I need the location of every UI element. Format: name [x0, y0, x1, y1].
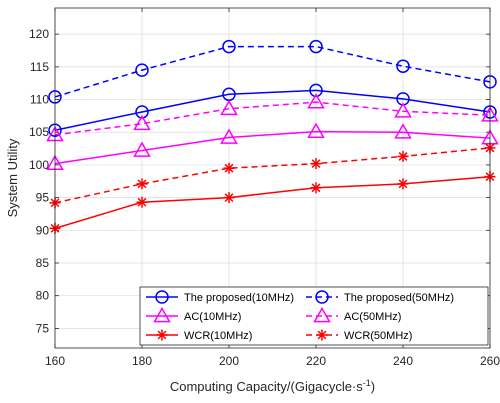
legend-label: The proposed(50MHz)	[344, 292, 454, 304]
y-tick-label: 100	[29, 158, 49, 172]
star-marker-stroke	[137, 179, 147, 189]
plot-frame	[54, 7, 491, 349]
circle-marker	[309, 83, 323, 98]
x-axis-label-superscript: -1	[363, 378, 371, 388]
circle-marker	[309, 39, 323, 54]
series-line	[54, 175, 491, 230]
legend-label: The proposed(10MHz)	[184, 292, 294, 304]
legend-label: WCR(50MHz)	[344, 330, 412, 342]
x-axis-label-suffix: )	[371, 379, 375, 394]
circle-marker	[396, 59, 410, 73]
legend-box	[139, 286, 489, 346]
y-axis-label: System Utility	[5, 138, 20, 217]
y-tick-label: 85	[36, 256, 50, 270]
circle-marker	[315, 290, 329, 304]
legend-item: AC(10MHz)	[146, 306, 241, 323]
x-tick-label: 260	[480, 354, 500, 368]
x-axis-label: Computing Capacity/(Gigacycle·s-1)	[170, 378, 375, 394]
star-marker	[310, 182, 322, 194]
triangle-marker	[313, 306, 331, 323]
star-marker	[136, 196, 148, 208]
star-marker-stroke	[311, 159, 321, 169]
legend-label: WCR(10MHz)	[184, 330, 252, 342]
star-marker-stroke	[157, 330, 167, 340]
star-marker	[397, 178, 409, 190]
circle-marker	[135, 105, 149, 119]
series-2	[46, 122, 499, 170]
x-tick-label: 160	[45, 354, 65, 368]
star-marker-stroke	[224, 163, 234, 173]
legend-item: The proposed(10MHz)	[146, 290, 294, 304]
triangle-marker	[307, 93, 325, 109]
legend-item: WCR(10MHz)	[146, 329, 252, 342]
star-marker-stroke	[224, 193, 234, 203]
legend-label: AC(10MHz)	[184, 311, 241, 323]
triangle-marker	[153, 306, 171, 323]
star-marker	[310, 158, 322, 170]
star-marker	[156, 329, 168, 341]
triangle-marker	[220, 128, 238, 144]
y-tick-label: 120	[29, 27, 49, 41]
legend-item: AC(50MHz)	[306, 306, 401, 323]
series-line	[54, 89, 491, 132]
legend-label: AC(50MHz)	[344, 311, 401, 323]
y-tick-label: 105	[29, 125, 49, 139]
triangle-marker	[133, 141, 151, 157]
triangle-marker	[220, 99, 238, 116]
series-0	[48, 83, 497, 138]
triangle-marker	[307, 122, 325, 138]
y-tick-label: 115	[30, 60, 49, 74]
circle-marker	[222, 39, 236, 54]
star-marker	[223, 192, 235, 204]
star-marker	[223, 162, 235, 174]
x-tick-label: 220	[306, 354, 326, 368]
legend-item: The proposed(50MHz)	[306, 290, 454, 304]
x-tick-label: 240	[393, 354, 413, 368]
series-line	[54, 101, 491, 136]
grid-lines	[54, 8, 491, 348]
y-tick-label: 90	[36, 223, 50, 237]
y-tick-label: 95	[36, 191, 50, 205]
circle-marker	[155, 290, 169, 304]
y-tick-label: 110	[30, 93, 49, 107]
y-tick-label: 80	[36, 289, 50, 303]
star-marker	[397, 150, 409, 162]
triangle-marker	[133, 114, 151, 131]
axis-ticks: 160 180 200 220 240 260 75 80 85 90 95 100 105 110 115…	[29, 8, 500, 368]
x-tick-label: 180	[132, 354, 152, 368]
star-marker-stroke	[398, 179, 408, 189]
star-marker-stroke	[311, 183, 321, 193]
star-marker-stroke	[317, 330, 327, 340]
triangle-marker	[394, 102, 412, 118]
x-axis-label-main: Computing Capacity/(Gigacycle·s	[170, 379, 363, 394]
star-marker	[136, 178, 148, 190]
x-tick-label: 200	[219, 354, 239, 368]
y-tick-label: 75	[36, 321, 50, 335]
series-line	[54, 45, 491, 98]
circle-marker	[135, 63, 149, 77]
legend-item: WCR(50MHz)	[306, 329, 412, 342]
star-marker-stroke	[137, 197, 147, 207]
star-marker-stroke	[398, 152, 408, 161]
legend: The proposed(10MHz) The proposed(50MHz) AC…	[139, 286, 489, 346]
triangle-marker	[394, 123, 412, 139]
series-line	[54, 147, 491, 204]
star-marker	[316, 329, 328, 341]
series-line	[54, 130, 491, 165]
